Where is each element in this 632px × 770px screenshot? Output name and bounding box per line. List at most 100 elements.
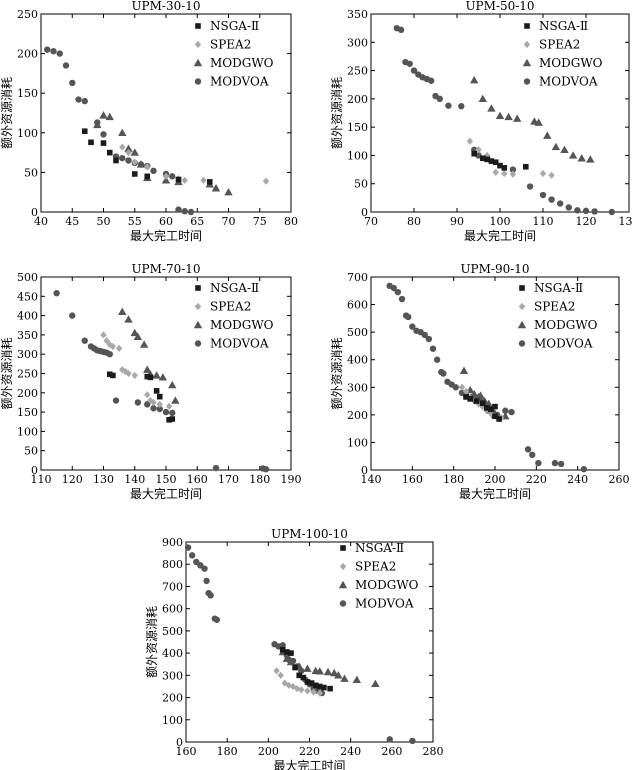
- point-square: [471, 150, 477, 157]
- point-circle: [106, 351, 113, 358]
- point-triangle: [168, 380, 177, 389]
- legend-marker-triangle: [193, 320, 203, 329]
- point-square: [284, 649, 290, 655]
- point-triangle: [303, 664, 312, 672]
- point-square: [492, 159, 499, 166]
- legend-marker-square: [519, 285, 525, 291]
- point-diamond: [277, 671, 284, 679]
- x-tick-label: 100: [490, 215, 511, 228]
- point-square: [206, 179, 213, 185]
- x-tick-label: 160: [402, 473, 423, 486]
- x-tick-label: 180: [249, 473, 270, 486]
- x-tick-label: 40: [34, 215, 48, 228]
- point-circle: [201, 565, 208, 572]
- point-square: [484, 156, 490, 163]
- point-circle: [162, 408, 170, 416]
- x-tick-label: 45: [65, 215, 79, 228]
- legend-marker-diamond: [194, 302, 202, 311]
- x-tick-label: 75: [253, 215, 267, 228]
- point-circle: [436, 95, 443, 103]
- point-diamond: [273, 667, 280, 675]
- point-triangle: [487, 104, 496, 112]
- point-circle: [262, 466, 270, 473]
- point-triangle: [286, 657, 296, 666]
- y-tick-label: 250: [347, 65, 368, 78]
- point-square: [501, 165, 508, 171]
- point-triangle: [371, 679, 380, 687]
- point-square: [473, 398, 480, 404]
- point-diamond: [200, 176, 207, 184]
- point-triangle: [171, 396, 180, 404]
- legend-marker-diamond: [523, 40, 531, 49]
- point-diamond: [119, 143, 126, 151]
- point-circle: [551, 459, 559, 467]
- y-tick-label: 100: [347, 149, 368, 162]
- chart-upm-70-10: UPM-70-10 110 120 130 140 150 160 170 180 190 0 50 1…: [0, 262, 302, 501]
- y-tick-label: 300: [347, 381, 368, 394]
- point-circle: [150, 167, 157, 175]
- point-square: [156, 393, 163, 400]
- point-square: [304, 679, 311, 685]
- point-diamond: [281, 679, 288, 687]
- point-circle: [390, 284, 397, 292]
- point-square: [492, 403, 498, 410]
- point-diamond: [310, 688, 317, 696]
- point-circle: [429, 345, 437, 352]
- point-circle: [213, 616, 221, 623]
- x-tick-label: 220: [526, 473, 547, 486]
- point-circle: [81, 337, 88, 344]
- point-square: [113, 157, 119, 164]
- point-circle: [574, 207, 581, 214]
- point-diamond: [103, 337, 110, 345]
- point-square: [147, 374, 154, 381]
- point-triangle: [118, 128, 127, 136]
- point-diamond: [501, 169, 508, 178]
- point-triangle: [105, 112, 114, 121]
- x-tick-label: 140: [361, 473, 382, 486]
- chart-title: UPM-100-10: [271, 527, 348, 541]
- legend-label: SPEA2: [539, 38, 580, 52]
- x-tick-label: 80: [284, 215, 298, 228]
- point-square: [169, 416, 176, 422]
- point-square: [292, 664, 298, 671]
- chart-title: UPM-50-10: [465, 0, 534, 13]
- point-diamond: [162, 172, 170, 180]
- point-circle: [452, 384, 459, 391]
- point-square: [144, 173, 151, 180]
- point-triangle: [534, 118, 543, 126]
- legend-label: NSGA-Ⅱ: [210, 19, 259, 33]
- y-tick-label: 0: [361, 464, 368, 477]
- legend-marker-circle: [339, 600, 347, 607]
- point-circle: [100, 131, 107, 138]
- legend-label: MODGWO: [534, 318, 598, 332]
- point-triangle: [470, 389, 479, 398]
- y-tick-label: 50: [24, 445, 38, 458]
- x-tick-label: 150: [156, 473, 177, 486]
- point-diamond: [125, 369, 132, 378]
- legend-marker-square: [340, 545, 346, 551]
- y-tick-label: 300: [162, 669, 183, 682]
- point-square: [496, 416, 502, 422]
- point-triangle: [118, 307, 127, 315]
- legend-label: NSGA-Ⅱ: [355, 541, 404, 555]
- legend-label: MODVOA: [534, 337, 593, 351]
- y-tick-label: 150: [347, 121, 368, 134]
- point-triangle: [139, 340, 149, 348]
- chart-upm-50-10: UPM-50-10 70 80 90 100 110 120 130 0 50 100 150 200 2…: [330, 0, 632, 243]
- y-tick-label: 0: [31, 464, 38, 477]
- point-diamond: [109, 342, 117, 351]
- point-diamond: [462, 387, 470, 396]
- point-circle: [134, 399, 142, 406]
- point-circle: [144, 401, 151, 408]
- point-triangle: [158, 373, 168, 381]
- y-tick-label: 200: [347, 409, 368, 422]
- point-diamond: [285, 681, 293, 689]
- point-square: [312, 682, 319, 689]
- point-diamond: [144, 163, 151, 171]
- point-circle: [433, 356, 441, 363]
- legend-label: NSGA-Ⅱ: [539, 19, 588, 33]
- x-axis-label: 最大完工时间: [130, 228, 202, 243]
- point-circle: [526, 183, 534, 190]
- y-tick-label: 150: [17, 406, 38, 419]
